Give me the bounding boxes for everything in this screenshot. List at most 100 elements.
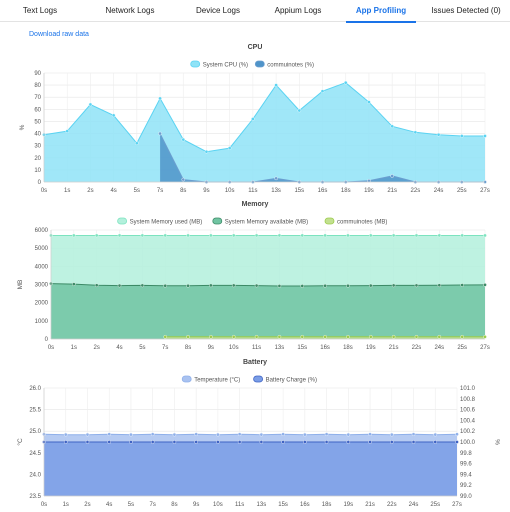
cpu-chart: CPU System CPU (%) commuinotes (%) 0 10 20 30 4…: [19, 44, 490, 194]
series-line-1: [50, 283, 486, 287]
x-tick-label: 7s: [150, 502, 156, 508]
x-tick-label: 27s: [480, 345, 490, 351]
x-tick-label: 7s: [162, 345, 168, 351]
y-right-tick-label: 99.6: [460, 462, 472, 468]
y-tick-label: 6000: [35, 228, 49, 234]
x-tick-label: 27s: [480, 188, 490, 194]
x-tick-label: 21s: [387, 188, 397, 194]
data-point-0: [346, 432, 351, 437]
data-point-0: [163, 233, 168, 238]
data-point-1: [367, 178, 371, 183]
data-point-1: [216, 440, 220, 444]
x-tick-label: 11s: [235, 502, 244, 508]
data-point-0: [281, 432, 285, 437]
y-tick-label: 0: [45, 337, 49, 343]
x-tick-label: 2s: [87, 188, 93, 194]
data-point-0: [436, 132, 441, 137]
data-point-0: [117, 233, 122, 238]
x-tick-label: 5s: [139, 345, 145, 351]
data-point-1: [368, 440, 372, 444]
x-tick-label: 9s: [208, 345, 214, 351]
tab-text-logs[interactable]: Text Logs: [22, 6, 58, 15]
download-raw-data-link[interactable]: Download raw data: [29, 31, 89, 38]
data-point-1: [346, 440, 351, 444]
x-tick-label: 1s: [71, 345, 77, 351]
series-area-1: [51, 283, 485, 339]
x-tick-label: 18s: [322, 502, 332, 508]
data-point-0: [129, 432, 133, 437]
legend-swatch-1: [254, 60, 265, 68]
y-tick-label: 1000: [35, 319, 49, 325]
tab-network-logs[interactable]: Network Logs: [105, 6, 155, 15]
x-tick-label: 10s: [229, 345, 239, 351]
data-point-0: [413, 130, 418, 135]
x-tick-label: 4s: [110, 188, 116, 194]
tab-issues-detected[interactable]: Issues Detected (0): [431, 6, 501, 15]
data-point-0: [94, 233, 99, 238]
data-point-1: [117, 283, 122, 288]
x-tick-label: 27s: [452, 502, 462, 508]
y-tick-label: 25.0: [29, 429, 41, 435]
data-point-1: [94, 283, 99, 288]
x-tick-label: 9s: [203, 188, 209, 194]
y-right-tick-label: 99.0: [460, 494, 472, 500]
y-right-tick-label: 100.2: [460, 429, 476, 435]
data-point-0: [324, 432, 329, 437]
x-tick-label: 1s: [64, 188, 70, 194]
data-point-0: [227, 146, 232, 150]
x-tick-label: 25s: [457, 188, 467, 194]
data-point-1: [277, 284, 282, 288]
legend-label-2: commuinotes (MB): [337, 220, 387, 226]
y-tick-label: 5000: [35, 246, 49, 252]
y-tick-label: 26.0: [29, 386, 41, 392]
data-point-0: [259, 432, 264, 437]
data-point-2: [414, 335, 419, 339]
data-point-2: [209, 335, 213, 339]
data-point-0: [216, 432, 220, 437]
data-point-0: [455, 432, 459, 437]
x-tick-label: 19s: [343, 502, 353, 508]
data-point-0: [411, 432, 416, 437]
data-point-0: [85, 432, 90, 437]
x-tick-label: 8s: [185, 345, 191, 351]
x-tick-label: 24s: [409, 502, 419, 508]
data-point-0: [323, 233, 327, 238]
data-point-0: [297, 108, 302, 113]
data-point-1: [300, 284, 305, 288]
data-point-2: [368, 335, 373, 339]
tab-device-logs[interactable]: Device Logs: [195, 6, 241, 15]
x-tick-label: 7s: [157, 188, 163, 194]
legend-label-0: System Memory used (MB): [130, 220, 203, 226]
data-point-2: [254, 335, 259, 339]
data-point-1: [411, 440, 416, 444]
data-point-1: [324, 440, 329, 444]
x-tick-label: 16s: [318, 188, 328, 194]
data-point-1: [194, 440, 198, 444]
legend-swatch-1: [212, 217, 223, 225]
legend-swatch-0: [190, 60, 201, 68]
data-point-0: [390, 124, 394, 129]
tab-app-profiling[interactable]: App Profiling: [340, 0, 422, 23]
data-point-1: [107, 440, 112, 444]
data-point-1: [390, 174, 394, 178]
series-area-1: [44, 442, 457, 496]
x-tick-label: 5s: [128, 502, 134, 508]
data-point-1: [437, 283, 442, 288]
x-tick-label: 22s: [387, 502, 397, 508]
data-point-1: [274, 176, 278, 181]
data-point-2: [300, 335, 305, 339]
data-point-0: [237, 432, 242, 437]
data-point-0: [274, 83, 278, 87]
data-point-2: [346, 335, 350, 339]
tab-appium-logs[interactable]: Appium Logs: [274, 6, 322, 15]
data-point-0: [72, 233, 76, 238]
data-point-1: [346, 283, 350, 288]
y-right-tick-label: 99.8: [460, 451, 472, 457]
data-point-0: [346, 233, 350, 238]
data-point-0: [172, 432, 177, 437]
x-tick-label: 24s: [434, 188, 444, 194]
data-point-0: [303, 432, 307, 437]
y-right-tick-label: 100.8: [460, 397, 476, 403]
data-point-0: [368, 233, 373, 238]
x-tick-label: 2s: [84, 502, 90, 508]
